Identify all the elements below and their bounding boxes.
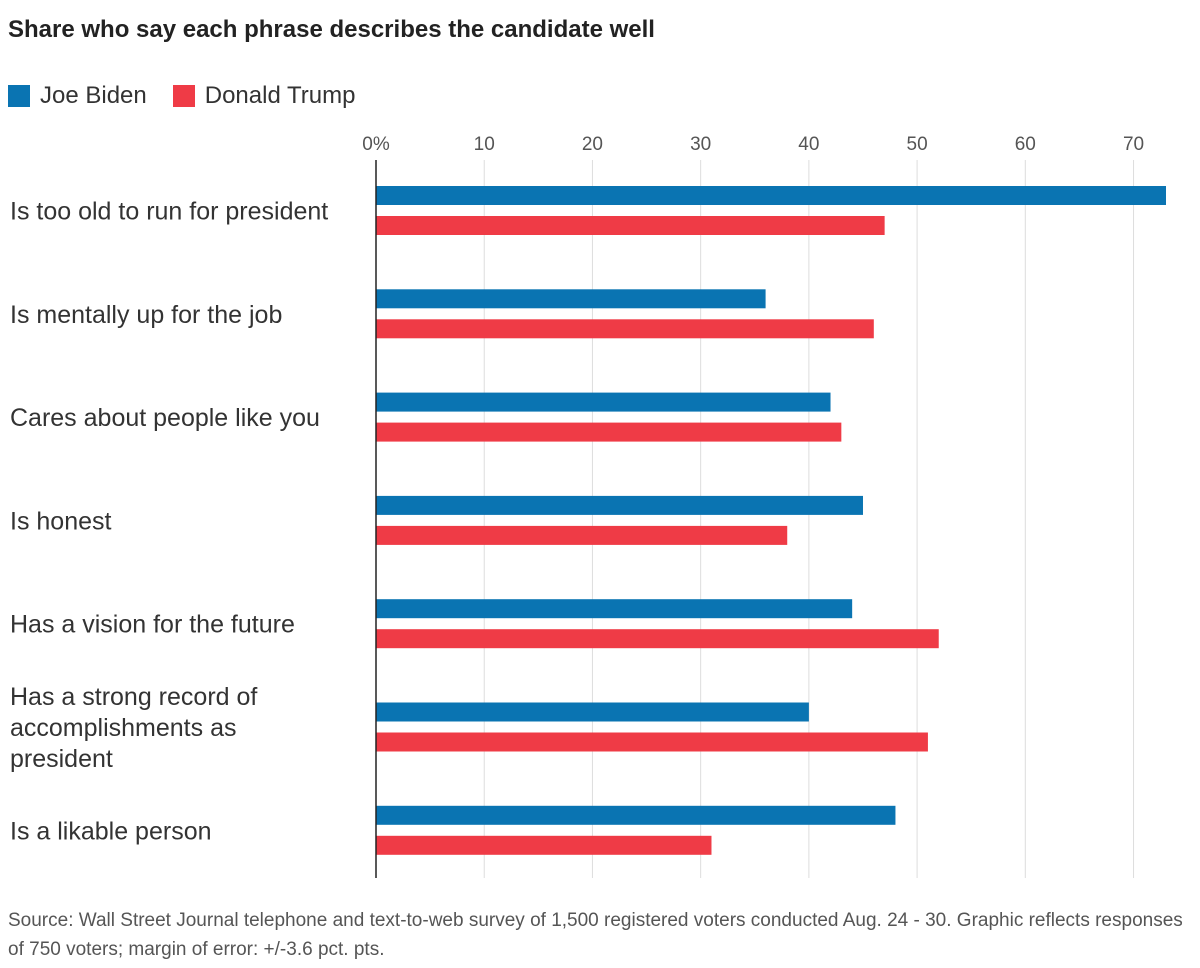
x-tick-label-50: 50 [907,134,928,155]
category-label-2: Cares about people like you [10,404,320,432]
x-tick-label-20: 20 [582,134,603,155]
source-note: Source: Wall Street Journal telephone an… [8,910,1183,960]
legend-swatch-biden [8,85,30,107]
bar-biden-1 [376,289,766,309]
bar-biden-6 [376,805,896,825]
x-tick-label-10: 10 [474,134,495,155]
chart-title: Share who say each phrase describes the … [8,16,655,43]
legend-swatch-trump [172,85,195,107]
x-tick-label-30: 30 [690,134,711,155]
bar-biden-0 [376,186,1166,205]
bar-biden-2 [376,392,831,412]
category-label-6: Is a likable person [10,817,212,845]
bar-trump-6 [376,835,712,855]
bar-trump-2 [376,422,842,442]
category-label-5: Has a strong record of accomplishments as… [10,683,257,773]
x-tick-label-70: 70 [1123,134,1144,155]
legend-label-trump: Donald Trump [204,82,356,109]
bar-trump-1 [376,319,874,339]
x-tick-label-0: 0% [362,134,390,155]
category-label-line: president [10,745,113,773]
category-label-4: Has a vision for the future [10,611,295,639]
legend-label-biden: Joe Biden [40,82,147,109]
category-label-line: Is a likable person [10,817,212,845]
category-label-1: Is mentally up for the job [10,301,282,329]
legend-item-biden: Joe Biden [8,82,147,110]
category-label-line: accomplishments as [10,714,236,742]
bar-trump-5 [376,732,928,752]
x-tick-label-40: 40 [798,134,819,155]
bar-trump-0 [376,216,885,235]
category-label-line: Is too old to run for president [10,198,328,226]
bar-trump-4 [376,629,939,649]
x-tick-label-60: 60 [1015,134,1036,155]
category-label-3: Is honest [10,507,112,535]
category-label-0: Is too old to run for president [10,198,328,226]
bar-biden-3 [376,495,863,515]
bar-trump-3 [376,525,788,545]
category-label-line: Cares about people like you [10,404,320,432]
bar-chart: 0% 10 20 30 40 50 60 70 Is too old to run for pr… [10,134,1166,878]
category-label-line: Is honest [10,507,112,535]
category-label-line: Has a strong record of [10,683,257,711]
bar-biden-4 [376,599,853,619]
legend-item-trump: Donald Trump [172,82,356,110]
category-label-line: Has a vision for the future [10,611,295,639]
bar-biden-5 [376,702,809,722]
category-label-line: Is mentally up for the job [10,301,282,329]
chart-legend: Joe Biden Donald Trump [8,82,382,110]
